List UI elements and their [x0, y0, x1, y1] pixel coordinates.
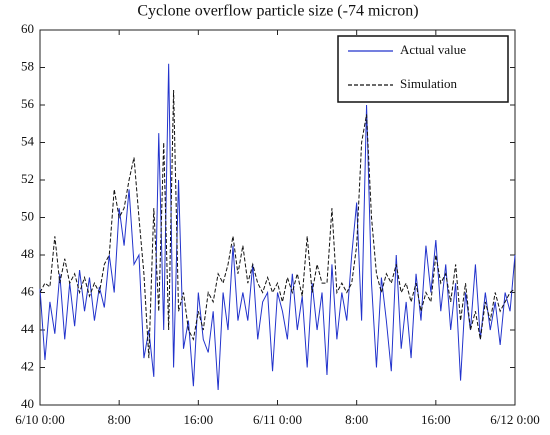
legend-label: Simulation	[400, 76, 458, 91]
y-tick-label: 48	[21, 246, 34, 261]
x-tick-label: 8:00	[345, 412, 368, 427]
x-tick-label: 6/10 0:00	[15, 412, 64, 427]
y-tick-label: 44	[21, 321, 35, 336]
y-tick-label: 56	[21, 96, 35, 111]
chart-title: Cyclone overflow particle size (-74 micr…	[137, 3, 418, 20]
y-tick-label: 54	[21, 133, 35, 148]
legend-box	[337, 35, 509, 103]
y-tick-label: 50	[21, 208, 34, 223]
x-tick-label: 16:00	[184, 412, 214, 427]
x-tick-label: 8:00	[108, 412, 131, 427]
series-line	[39, 89, 516, 359]
x-tick-label: 6/12 0:00	[490, 412, 539, 427]
series-line	[39, 63, 516, 391]
legend-label: Actual value	[400, 42, 466, 57]
y-tick-label: 58	[21, 58, 34, 73]
y-tick-label: 42	[21, 358, 34, 373]
x-tick-label: 6/11 0:00	[253, 412, 302, 427]
x-tick-label: 16:00	[421, 412, 451, 427]
y-tick-label: 40	[21, 396, 34, 411]
y-tick-label: 46	[21, 283, 35, 298]
y-tick-label: 60	[21, 21, 34, 36]
y-tick-label: 52	[21, 171, 34, 186]
